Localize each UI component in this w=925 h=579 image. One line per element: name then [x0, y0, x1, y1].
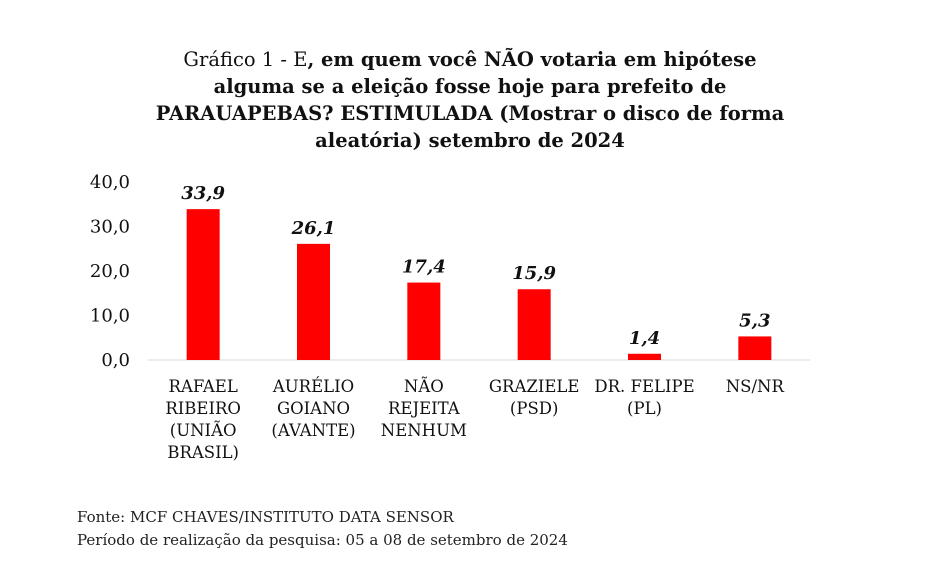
data-label: 33,9	[181, 183, 225, 204]
bar	[517, 289, 551, 360]
data-label: 1,4	[629, 328, 660, 349]
chart-footer: Fonte: MCF CHAVES/INSTITUTO DATA SENSOR …	[77, 506, 568, 552]
source-note: Fonte: MCF CHAVES/INSTITUTO DATA SENSOR	[77, 508, 454, 526]
bar	[407, 282, 441, 360]
chart-title-prefix: Gráfico 1 - E	[183, 48, 308, 71]
y-tick-label: 40,0	[90, 172, 130, 193]
bar	[297, 243, 330, 360]
data-label: 26,1	[291, 218, 336, 239]
chart-title: Gráfico 1 - E, em quem você NÃO votaria …	[150, 46, 790, 154]
data-label: 5,3	[739, 310, 770, 331]
y-tick-label: 10,0	[90, 306, 130, 327]
y-tick-label: 20,0	[90, 261, 130, 282]
x-tick-label: NS/NR	[726, 377, 785, 396]
x-tick-label: (PSD)	[510, 399, 559, 418]
x-tick-label: GRAZIELE	[489, 377, 580, 396]
x-tick-label: AURÉLIO	[272, 376, 354, 396]
x-tick-label: NENHUM	[381, 421, 467, 440]
data-label: 15,9	[512, 263, 556, 284]
bar	[186, 209, 220, 360]
bar	[738, 336, 772, 360]
chart-title-main: , em quem você NÃO votaria em hipótese a…	[155, 48, 785, 152]
x-tick-label: (UNIÃO	[170, 420, 237, 440]
x-tick-label: BRASIL)	[167, 443, 239, 462]
bar	[628, 353, 661, 360]
x-tick-label: (PL)	[627, 399, 662, 418]
x-tick-label: REJEITA	[388, 399, 461, 418]
x-tick-label: RAFAEL	[169, 377, 238, 396]
x-tick-label: (AVANTE)	[271, 421, 355, 440]
x-tick-label: RIBEIRO	[165, 399, 241, 418]
x-tick-label: NÃO	[404, 376, 444, 396]
period-note: Período de realização da pesquisa: 05 a …	[77, 531, 568, 549]
y-tick-label: 30,0	[90, 217, 130, 238]
x-tick-label: GOIANO	[277, 399, 350, 418]
data-label: 17,4	[402, 257, 446, 278]
x-tick-label: DR. FELIPE	[594, 377, 694, 396]
y-tick-label: 0,0	[101, 350, 130, 371]
